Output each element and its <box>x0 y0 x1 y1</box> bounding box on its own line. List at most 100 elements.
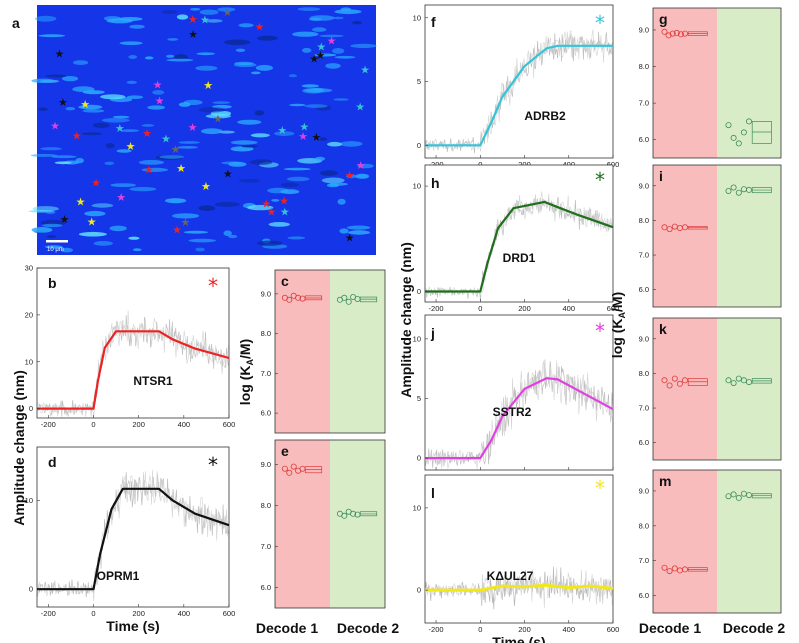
cell-blob <box>172 213 200 219</box>
cell-blob <box>129 186 157 192</box>
y-tick-label: 8.0 <box>261 329 271 338</box>
cell-blob <box>283 167 311 171</box>
y-tick-label: 7.0 <box>261 542 271 551</box>
panel-d: -200 0 200 400 600 0 10 d OPRM1 * Time (s) <box>25 446 235 634</box>
y-tick-label: 7.0 <box>639 556 649 565</box>
decode2-region <box>330 270 385 433</box>
x-tick-label: 200 <box>518 304 531 313</box>
fit-curve <box>425 44 613 147</box>
cell-blob <box>166 54 175 58</box>
data-point <box>682 566 689 573</box>
y-tick-label: 9.0 <box>639 486 649 495</box>
panel-label: f <box>431 14 436 30</box>
cell-blob <box>350 43 377 49</box>
red-marker-star: * <box>208 274 218 298</box>
panel-g: 6.0 7.0 8.0 9.0 g <box>639 7 782 159</box>
cell-blob <box>40 147 62 151</box>
cell-blob <box>327 141 343 147</box>
black-cell-marker: ★ <box>315 49 325 62</box>
data-point <box>661 564 668 571</box>
data-point <box>730 380 737 387</box>
panel-e: 6.0 7.0 8.0 9.0 e <box>261 439 386 609</box>
data-point <box>735 189 742 196</box>
decode1-region <box>275 440 330 608</box>
data-point <box>671 375 678 382</box>
gene-label: KΔUL27 <box>487 569 534 583</box>
cell-blob <box>30 153 58 157</box>
y-tick-label: 6.0 <box>261 409 271 418</box>
cell-blob <box>159 155 185 159</box>
y-tick-label: 7.0 <box>639 251 649 260</box>
cell-blob <box>195 65 218 71</box>
cell-blob <box>312 27 327 32</box>
data-point <box>354 511 361 518</box>
panel-c: 6.0 7.0 8.0 9.0 c <box>261 269 386 434</box>
decode2-region <box>717 8 781 158</box>
cell-blob <box>138 160 165 165</box>
cell-blob <box>110 183 136 188</box>
data-point <box>746 492 753 499</box>
panel-m: 6.0 7.0 8.0 9.0 m <box>639 469 782 614</box>
cell-blob <box>42 223 63 228</box>
cell-blob <box>274 131 295 137</box>
gray-cell-marker: ★ <box>222 6 232 19</box>
data-point <box>676 380 683 387</box>
y-tick-label: 6.0 <box>639 591 649 600</box>
yellow-cell-marker: ★ <box>76 195 86 208</box>
decode1-region <box>275 270 330 433</box>
raw-trace <box>425 29 613 152</box>
cell-blob <box>230 140 258 145</box>
fit-curve <box>425 377 614 460</box>
panel-a: ★★ ★★★★★★★★★★★★★★★★★★★★★★★★★★★★★★★★★★★★★★… <box>12 5 377 255</box>
magenta-cell-marker: ★ <box>116 191 126 204</box>
cell-blob <box>234 61 254 66</box>
cell-blob <box>38 34 65 38</box>
time-course-panels: -200 0 200 400 600 0 10 20 30 b NTSR1 * -200 0 200 400 6… <box>25 4 619 643</box>
red-cell-marker: ★ <box>266 206 276 219</box>
x-tick-label: 0 <box>478 160 482 169</box>
magenta-marker-star: * <box>595 319 605 343</box>
cell-blob <box>217 7 236 12</box>
gray-cell-marker: ★ <box>213 113 223 126</box>
cell-blob <box>309 15 335 21</box>
cyan-cell-marker: ★ <box>200 14 210 27</box>
data-point <box>746 186 753 193</box>
cell-blob <box>176 14 189 20</box>
cell-blob <box>268 222 290 227</box>
data-point <box>661 377 668 384</box>
panel-label: e <box>281 443 289 459</box>
yellow-cell-marker: ★ <box>126 140 136 153</box>
cell-blob <box>313 53 337 57</box>
x-tick-label: 0 <box>478 625 482 634</box>
panel-label: c <box>281 273 289 289</box>
cell-blob <box>214 202 240 207</box>
cell-blob <box>78 231 107 237</box>
x-tick-label: 0 <box>478 304 482 313</box>
cell-blob <box>301 84 319 88</box>
decode1-region <box>653 165 717 307</box>
amplitude-axis-title-right: Amplitude change (nm) <box>398 242 414 398</box>
cell-blob <box>196 52 215 56</box>
cell-blob <box>287 236 306 240</box>
cell-blob <box>251 71 261 75</box>
black-marker-star: * <box>208 453 218 477</box>
cell-blob <box>82 109 105 113</box>
cyan-marker-star: * <box>595 11 605 35</box>
data-point <box>666 226 673 233</box>
cell-blob <box>319 34 344 38</box>
red-cell-marker: ★ <box>144 163 154 176</box>
plot-frame <box>652 164 782 308</box>
cell-blob <box>297 7 321 11</box>
panel-i: 6.0 7.0 8.0 9.0 i <box>639 164 782 308</box>
cell-blob <box>347 230 371 235</box>
panel-label: k <box>659 321 667 337</box>
cell-blob <box>45 245 63 249</box>
y-tick-label: 8.0 <box>639 369 649 378</box>
cell-blob <box>314 156 326 161</box>
fit-curve <box>37 487 230 591</box>
y-tick-label: 20 <box>25 310 33 319</box>
y-tick-label: 10 <box>413 334 421 343</box>
panel-h: -200 0 200 400 600 0 10 h DRD1 * <box>413 164 619 313</box>
yellow-cell-marker: ★ <box>87 216 97 229</box>
panel-label: i <box>659 168 663 184</box>
